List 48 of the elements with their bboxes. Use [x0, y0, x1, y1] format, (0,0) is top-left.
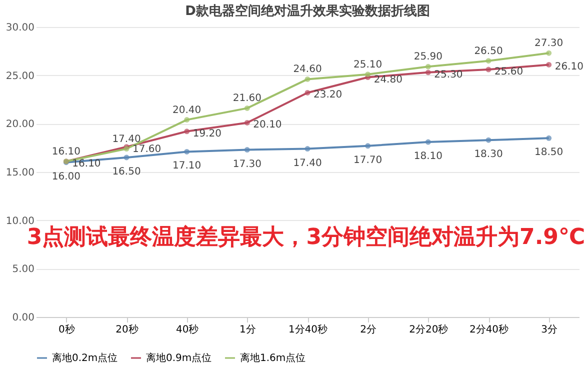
data-label: 16.10: [52, 146, 80, 158]
data-label: 17.60: [132, 144, 162, 155]
legend-label: 离地1.6m点位: [240, 352, 306, 364]
data-label: 16.10: [72, 158, 101, 170]
data-label: 18.50: [534, 147, 564, 158]
annotation: 3点测试最终温度差异最大，3分钟空间绝对温升为7.9℃: [26, 224, 586, 250]
x-tick-label: 3分: [541, 324, 558, 336]
x-tick-label: 0秒: [58, 324, 75, 336]
x-tick-label: 2分20秒: [409, 324, 448, 336]
x-tick-label: 20秒: [116, 324, 138, 336]
x-tick-label: 2分40秒: [469, 324, 509, 336]
data-label: 20.40: [172, 104, 202, 116]
data-label: 16.00: [52, 171, 80, 182]
data-label: 19.20: [192, 128, 222, 140]
chart-title: D款电器空间绝对温升效果实验数据折线图: [185, 3, 430, 19]
y-tick-label: 20.00: [6, 119, 34, 130]
data-label: 18.30: [474, 149, 503, 160]
y-tick-label: 10.00: [6, 216, 34, 227]
data-label: 20.10: [253, 120, 282, 131]
data-label: 24.60: [293, 64, 322, 76]
data-label: 25.90: [414, 52, 442, 63]
legend-label: 离地0.9m点位: [146, 352, 212, 364]
data-label: 24.80: [374, 74, 402, 86]
data-label: 17.40: [112, 134, 141, 145]
data-label: 25.60: [494, 66, 524, 78]
data-label: 26.10: [554, 62, 584, 73]
x-tick-label: 1分: [239, 324, 256, 336]
data-label: 17.30: [232, 158, 262, 170]
x-tick-label: 2分: [360, 324, 377, 336]
legend-label: 离地0.2m点位: [52, 352, 118, 364]
y-tick-label: 0.00: [12, 312, 34, 324]
data-label: 18.10: [414, 151, 442, 162]
data-label: 25.10: [354, 59, 382, 70]
data-label: 26.50: [474, 46, 503, 57]
data-label: 21.60: [232, 93, 262, 104]
y-tick-label: 15.00: [6, 168, 34, 178]
x-tick-label: 1分40秒: [288, 324, 328, 336]
data-label: 17.10: [172, 160, 202, 172]
data-label: 16.50: [112, 166, 141, 178]
data-label: 17.70: [354, 154, 382, 166]
y-tick-label: 5.00: [12, 264, 34, 276]
data-label: 17.40: [293, 158, 322, 169]
data-label: 23.20: [314, 90, 342, 101]
data-label: 27.30: [534, 38, 564, 50]
y-tick-label: 30.00: [6, 22, 34, 34]
x-tick-label: 40秒: [176, 324, 199, 336]
y-tick-label: 25.00: [6, 70, 34, 82]
data-label: 25.30: [434, 69, 463, 80]
